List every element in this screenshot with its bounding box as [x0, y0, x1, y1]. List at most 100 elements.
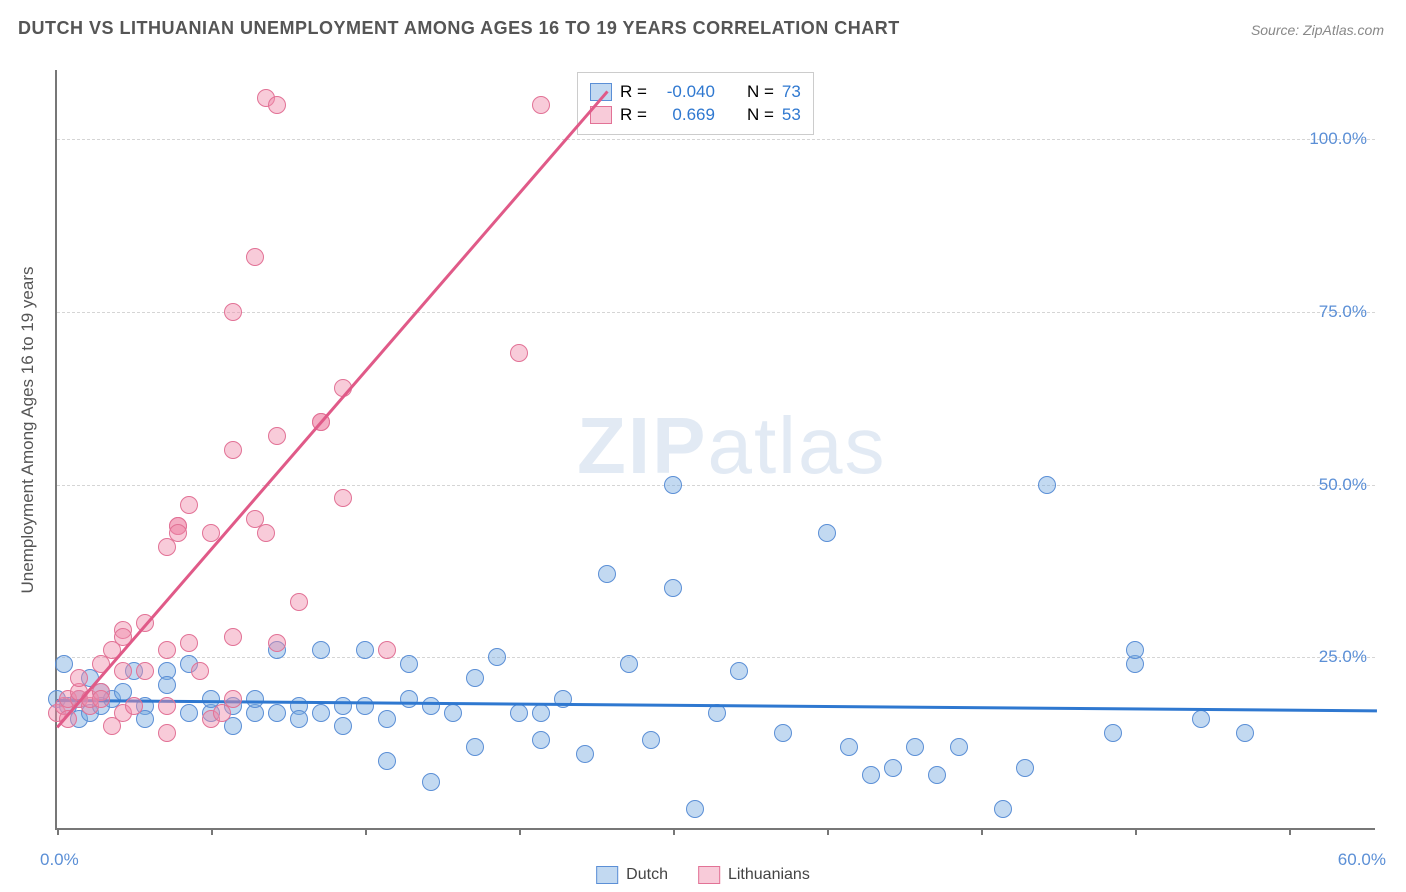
y-axis-label: Unemployment Among Ages 16 to 19 years — [18, 267, 38, 594]
y-tick-label: 100.0% — [1309, 129, 1367, 149]
data-point — [136, 662, 154, 680]
r-label: R = — [620, 105, 647, 125]
data-point — [55, 655, 73, 673]
data-point — [158, 697, 176, 715]
data-point — [994, 800, 1012, 818]
data-point — [532, 731, 550, 749]
x-tick — [519, 828, 521, 835]
data-point — [224, 441, 242, 459]
stats-row-dutch: R = -0.040 N = 73 — [590, 82, 801, 102]
data-point — [356, 641, 374, 659]
x-tick — [1135, 828, 1137, 835]
data-point — [334, 717, 352, 735]
data-point — [334, 697, 352, 715]
y-tick-label: 25.0% — [1319, 647, 1367, 667]
x-tick — [827, 828, 829, 835]
x-tick — [365, 828, 367, 835]
x-tick — [981, 828, 983, 835]
stats-row-lith: R = 0.669 N = 53 — [590, 105, 801, 125]
watermark-zip: ZIP — [577, 401, 707, 490]
data-point — [268, 704, 286, 722]
data-point — [114, 662, 132, 680]
gridline — [57, 312, 1375, 313]
data-point — [378, 710, 396, 728]
data-point — [422, 773, 440, 791]
data-point — [664, 476, 682, 494]
legend-label-dutch: Dutch — [626, 866, 668, 884]
data-point — [268, 96, 286, 114]
data-point — [510, 344, 528, 362]
data-point — [257, 524, 275, 542]
data-point — [950, 738, 968, 756]
data-point — [1192, 710, 1210, 728]
n-label: N = — [747, 105, 774, 125]
data-point — [532, 704, 550, 722]
data-point — [422, 697, 440, 715]
data-point — [642, 731, 660, 749]
plot-area: ZIPatlas R = -0.040 N = 73 R = 0.669 N =… — [55, 70, 1375, 830]
data-point — [268, 427, 286, 445]
data-point — [862, 766, 880, 784]
swatch-dutch-bottom — [596, 866, 618, 884]
data-point — [92, 690, 110, 708]
data-point — [70, 669, 88, 687]
data-point — [180, 634, 198, 652]
data-point — [169, 524, 187, 542]
data-point — [840, 738, 858, 756]
r-label: R = — [620, 82, 647, 102]
data-point — [620, 655, 638, 673]
data-point — [906, 738, 924, 756]
r-value-dutch: -0.040 — [655, 82, 715, 102]
watermark: ZIPatlas — [577, 400, 886, 492]
data-point — [928, 766, 946, 784]
data-point — [356, 697, 374, 715]
x-tick — [673, 828, 675, 835]
gridline — [57, 139, 1375, 140]
data-point — [576, 745, 594, 763]
gridline — [57, 657, 1375, 658]
y-tick-label: 75.0% — [1319, 302, 1367, 322]
data-point — [378, 752, 396, 770]
data-point — [532, 96, 550, 114]
y-tick-label: 50.0% — [1319, 475, 1367, 495]
data-point — [444, 704, 462, 722]
watermark-atlas: atlas — [707, 401, 886, 490]
data-point — [1126, 641, 1144, 659]
swatch-lith-bottom — [698, 866, 720, 884]
data-point — [488, 648, 506, 666]
legend-label-lith: Lithuanians — [728, 866, 810, 884]
data-point — [818, 524, 836, 542]
data-point — [312, 704, 330, 722]
data-point — [400, 690, 418, 708]
chart-title: DUTCH VS LITHUANIAN UNEMPLOYMENT AMONG A… — [18, 18, 900, 39]
data-point — [1038, 476, 1056, 494]
data-point — [1016, 759, 1034, 777]
x-label-left: 0.0% — [40, 850, 79, 870]
trend-line — [56, 91, 608, 728]
data-point — [774, 724, 792, 742]
data-point — [268, 634, 286, 652]
data-point — [730, 662, 748, 680]
data-point — [598, 565, 616, 583]
x-tick — [211, 828, 213, 835]
stats-legend: R = -0.040 N = 73 R = 0.669 N = 53 — [577, 72, 814, 135]
source-label: Source: ZipAtlas.com — [1251, 22, 1384, 38]
data-point — [686, 800, 704, 818]
legend-item-dutch: Dutch — [596, 866, 668, 884]
data-point — [158, 724, 176, 742]
data-point — [246, 690, 264, 708]
bottom-legend: Dutch Lithuanians — [596, 866, 810, 884]
data-point — [312, 641, 330, 659]
n-value-lith: 53 — [782, 105, 801, 125]
data-point — [334, 489, 352, 507]
data-point — [125, 697, 143, 715]
data-point — [158, 641, 176, 659]
legend-item-lith: Lithuanians — [698, 866, 810, 884]
data-point — [466, 669, 484, 687]
data-point — [664, 579, 682, 597]
data-point — [884, 759, 902, 777]
data-point — [466, 738, 484, 756]
data-point — [510, 704, 528, 722]
data-point — [400, 655, 418, 673]
data-point — [191, 662, 209, 680]
